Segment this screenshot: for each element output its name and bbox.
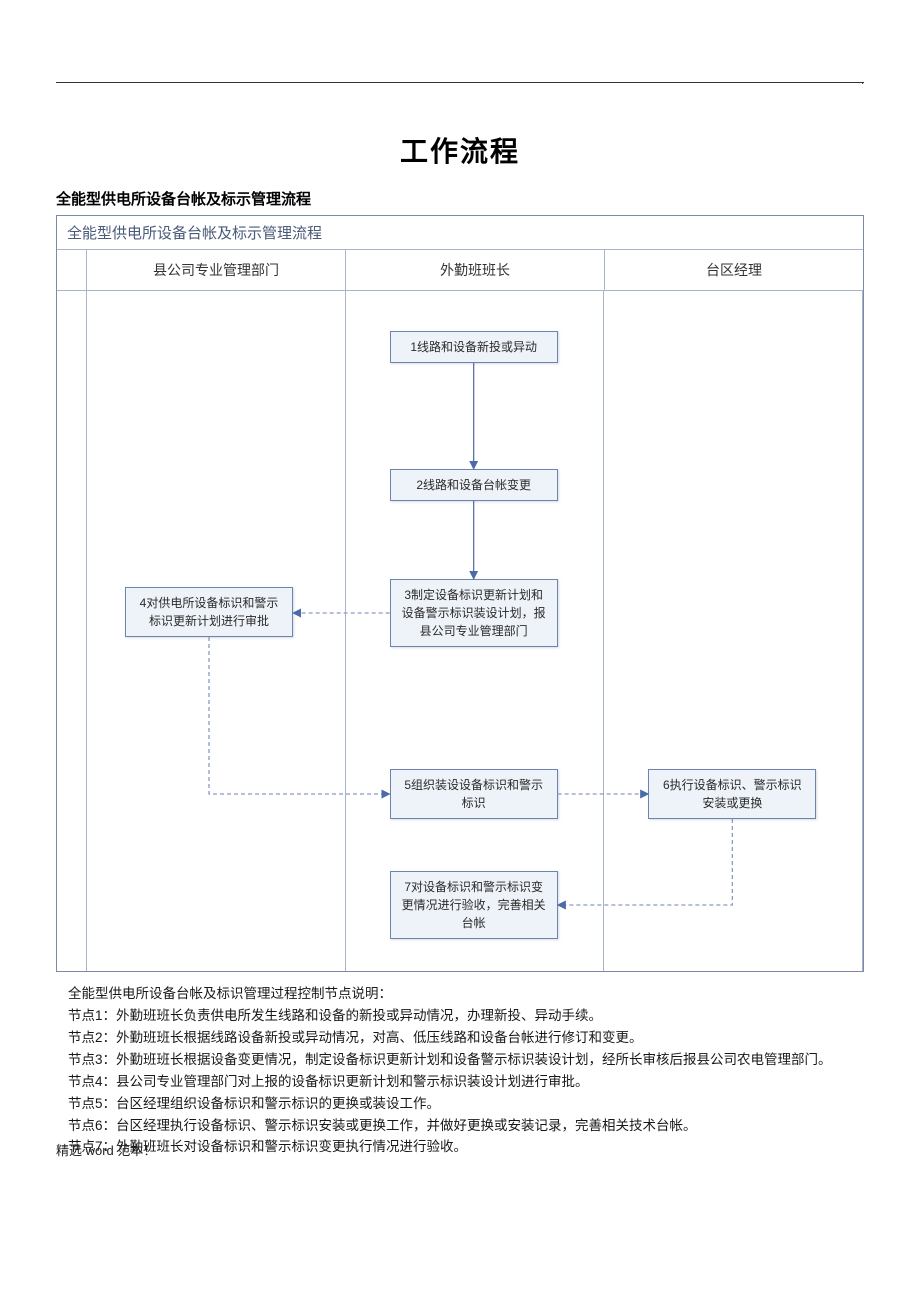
flow-node-n4: 4对供电所设备标识和警示标识更新计划进行审批 (125, 587, 293, 637)
lane-header-1: 外勤班班长 (346, 250, 605, 290)
flow-node-n6: 6执行设备标识、警示标识安装或更换 (648, 769, 816, 819)
notes-heading: 全能型供电所设备台帐及标识管理过程控制节点说明： (68, 984, 852, 1005)
section-heading: 全能型供电所设备台帐及标示管理流程 (56, 188, 864, 209)
swimlane-gutter (57, 291, 87, 971)
note-item: 节点1：外勤班班长负责供电所发生线路和设备的新投或异动情况，办理新投、异动手续。 (68, 1006, 852, 1027)
swimlane-gutter-header (57, 250, 87, 290)
note-item: 节点6：台区经理执行设备标识、警示标识安装或更换工作，并做好更换或安装记录，完善… (68, 1116, 852, 1137)
document-page: . 工作流程 全能型供电所设备台帐及标示管理流程 全能型供电所设备台帐及标示管理… (0, 0, 920, 1199)
lane-header-0: 县公司专业管理部门 (87, 250, 346, 290)
lane-area-manager: 6执行设备标识、警示标识安装或更换 (604, 291, 863, 971)
note-item: 节点7：外勤班班长对设备标识和警示标识变更执行情况进行验收。 (68, 1137, 852, 1158)
note-item: 节点4：县公司专业管理部门对上报的设备标识更新计划和警示标识装设计划进行审批。 (68, 1072, 852, 1093)
lane-header-2: 台区经理 (605, 250, 863, 290)
page-footer: 精选 word 范本！ (56, 1140, 156, 1159)
flow-node-n3: 3制定设备标识更新计划和设备警示标识装设计划，报县公司专业管理部门 (390, 579, 558, 647)
lane-county-dept: 4对供电所设备标识和警示标识更新计划进行审批 (87, 291, 346, 971)
note-item: 节点2：外勤班班长根据线路设备新投或异动情况，对高、低压线路和设备台帐进行修订和… (68, 1028, 852, 1049)
note-item: 节点3：外勤班班长根据设备变更情况，制定设备标识更新计划和设备警示标识装设计划，… (68, 1050, 852, 1071)
flow-node-n1: 1线路和设备新投或异动 (390, 331, 558, 363)
swimlane-header: 县公司专业管理部门 外勤班班长 台区经理 (57, 250, 863, 291)
swimlane-body: 4对供电所设备标识和警示标识更新计划进行审批 1线路和设备新投或异动 2线路和设备… (57, 291, 863, 971)
notes-section: 全能型供电所设备台帐及标识管理过程控制节点说明： 节点1：外勤班班长负责供电所发… (56, 984, 864, 1158)
flowchart-container: 全能型供电所设备台帐及标示管理流程 县公司专业管理部门 外勤班班长 台区经理 4… (56, 215, 864, 972)
flow-node-n2: 2线路和设备台帐变更 (390, 469, 558, 501)
note-item: 节点5：台区经理组织设备标识和警示标识的更换或装设工作。 (68, 1094, 852, 1115)
header-rule (56, 82, 864, 83)
lane-field-leader: 1线路和设备新投或异动 2线路和设备台帐变更 3制定设备标识更新计划和设备警示标识装… (346, 291, 605, 971)
main-title: 工作流程 (56, 130, 864, 170)
flowchart-title: 全能型供电所设备台帐及标示管理流程 (57, 216, 863, 250)
flow-node-n7: 7对设备标识和警示标识变更情况进行验收，完善相关台帐 (390, 871, 558, 939)
flow-node-n5: 5组织装设设备标识和警示标识 (390, 769, 558, 819)
header-dot: . (861, 76, 864, 87)
